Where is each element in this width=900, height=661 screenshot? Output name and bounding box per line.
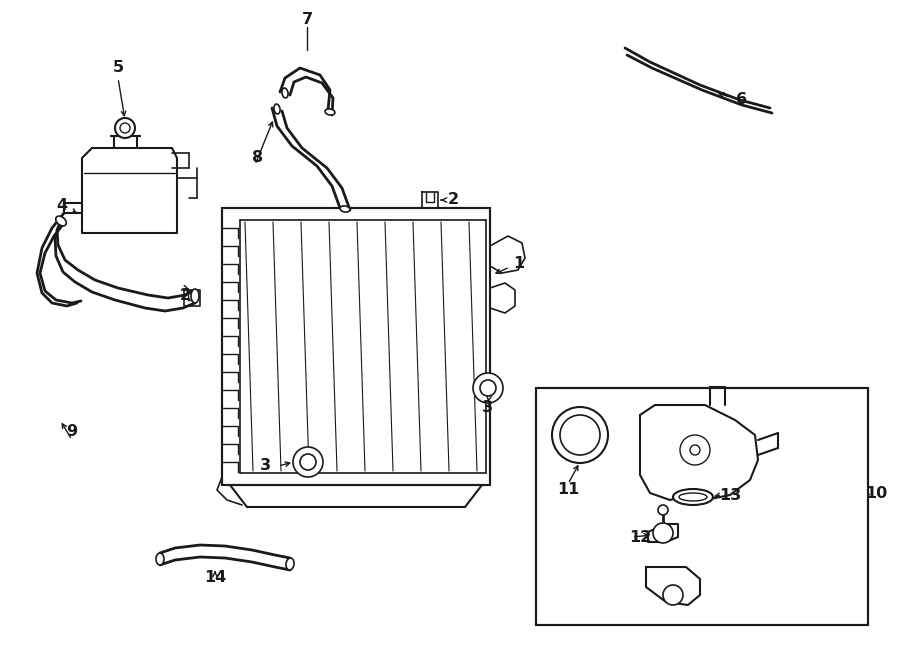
- Text: 5: 5: [112, 61, 123, 75]
- Ellipse shape: [325, 109, 335, 115]
- Text: 10: 10: [865, 486, 887, 502]
- Text: 7: 7: [302, 13, 312, 28]
- Ellipse shape: [56, 216, 67, 226]
- Circle shape: [480, 380, 496, 396]
- Ellipse shape: [156, 553, 164, 565]
- Circle shape: [115, 118, 135, 138]
- Bar: [222, 208, 490, 485]
- Circle shape: [473, 373, 503, 403]
- Text: 2: 2: [447, 192, 459, 208]
- Text: 13: 13: [719, 488, 741, 502]
- Ellipse shape: [340, 206, 350, 212]
- Text: 3: 3: [482, 399, 492, 414]
- Circle shape: [680, 435, 710, 465]
- Circle shape: [653, 523, 673, 543]
- Circle shape: [663, 585, 683, 605]
- Circle shape: [658, 505, 668, 515]
- Text: 11: 11: [557, 483, 579, 498]
- Ellipse shape: [274, 104, 280, 114]
- Ellipse shape: [673, 489, 713, 505]
- Circle shape: [552, 407, 608, 463]
- Circle shape: [120, 123, 130, 133]
- Text: 8: 8: [252, 151, 264, 165]
- Circle shape: [293, 447, 323, 477]
- Text: 14: 14: [204, 570, 226, 586]
- Text: 12: 12: [629, 529, 651, 545]
- Text: 2: 2: [179, 288, 191, 303]
- Text: 4: 4: [57, 198, 68, 212]
- Circle shape: [690, 445, 700, 455]
- Text: 3: 3: [259, 459, 271, 473]
- Text: 1: 1: [513, 256, 525, 270]
- Ellipse shape: [282, 88, 288, 98]
- Circle shape: [560, 415, 600, 455]
- Bar: [536, 388, 868, 625]
- Text: 9: 9: [67, 424, 77, 440]
- Ellipse shape: [679, 493, 707, 501]
- Ellipse shape: [286, 558, 294, 570]
- Circle shape: [300, 454, 316, 470]
- Ellipse shape: [191, 289, 199, 303]
- Text: 6: 6: [736, 93, 748, 108]
